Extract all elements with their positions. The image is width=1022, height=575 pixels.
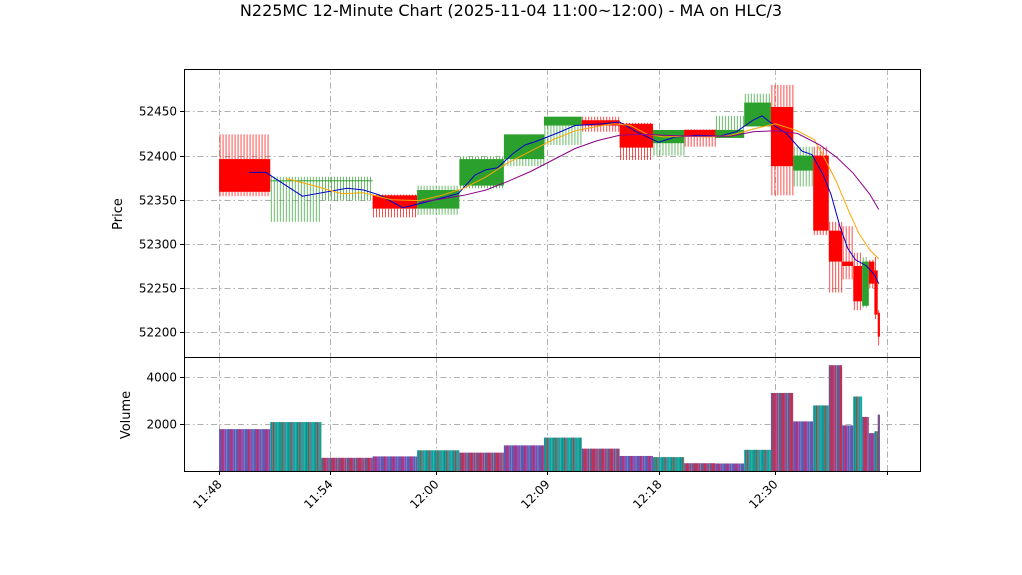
candle [543, 116, 582, 145]
volume-bar [652, 457, 685, 471]
moving-average-line [285, 123, 880, 260]
volume-bar [503, 445, 544, 471]
price-y-ticks: 52200 52250 52300 52350 52400 52450 [139, 105, 184, 340]
volume-bar [842, 425, 854, 471]
volume-bar [874, 431, 878, 471]
candle [219, 134, 271, 197]
volume-bar-fill [828, 365, 843, 471]
x-tick-label: 12:18 [630, 477, 664, 511]
volume-bar-fill [684, 463, 716, 471]
candle [868, 259, 875, 289]
volume-bar-fill [652, 457, 685, 471]
volume-bar-fill [459, 452, 504, 471]
candle [813, 146, 829, 236]
volume-bar [459, 452, 504, 471]
volume-bar [813, 405, 829, 471]
volume-y-tick-label: 2000 [146, 418, 177, 432]
volume-bar [793, 421, 814, 471]
volume-panel-frame [184, 357, 921, 472]
price-panel: 52200 52250 52300 52350 52400 52450 Price [111, 69, 921, 358]
volume-bar [372, 456, 418, 471]
candle [417, 185, 460, 215]
volume-bar [417, 450, 460, 471]
volume-bar-fill [853, 396, 863, 471]
price-candles [219, 84, 880, 346]
candle-body [862, 261, 869, 306]
candle [793, 146, 814, 187]
volume-bar [581, 448, 620, 471]
candle [770, 84, 794, 196]
moving-average-line [419, 130, 880, 210]
candle [842, 226, 854, 280]
candle-body [868, 261, 875, 284]
candle-body [321, 180, 373, 182]
volume-bar [877, 414, 880, 471]
volume-y-ticks: 2000 4000 [146, 371, 184, 432]
price-y-tick-label: 52400 [139, 150, 177, 164]
price-grid [184, 69, 920, 357]
candle-body [219, 159, 271, 192]
moving-average-lines [249, 115, 880, 284]
x-tick-label: 12:09 [518, 477, 552, 511]
candle-body [874, 270, 878, 315]
candle [652, 129, 685, 156]
volume-bars [219, 365, 880, 471]
candle [828, 221, 843, 293]
x-axis-ticks: 11:48 11:54 12:00 12:09 12:18 12:30 [190, 471, 888, 512]
candle-body [770, 106, 794, 167]
volume-bar [770, 392, 794, 471]
volume-panel: 2000 4000 Volume [119, 357, 921, 472]
volume-bar-fill [744, 449, 771, 471]
volume-bar [715, 463, 745, 471]
volume-axis-label: Volume [119, 391, 134, 439]
moving-average-line [249, 115, 880, 284]
volume-bar-fill [503, 445, 544, 471]
volume-bar-fill [868, 433, 875, 471]
volume-y-tick-label: 4000 [146, 371, 177, 385]
candle [744, 93, 771, 127]
volume-bar [219, 429, 271, 471]
price-y-tick-label: 52450 [139, 105, 177, 119]
volume-bar-fill [372, 456, 418, 471]
volume-bar [684, 463, 716, 471]
x-tick-label: 11:54 [301, 477, 335, 511]
price-y-tick-label: 52250 [139, 282, 177, 296]
volume-bar [853, 396, 863, 471]
price-axis-label: Price [111, 198, 126, 230]
price-y-tick-label: 52350 [139, 194, 177, 208]
volume-bar [543, 437, 582, 471]
candle [874, 257, 878, 320]
candle [270, 176, 322, 222]
candle-body [842, 261, 854, 267]
volume-bar [828, 365, 843, 471]
candle [619, 122, 653, 160]
candle-body [619, 123, 653, 148]
x-tick-label: 11:48 [190, 477, 224, 511]
x-tick-label: 12:00 [407, 477, 441, 511]
candle [877, 310, 880, 346]
candle-body [853, 266, 863, 302]
volume-bar [862, 416, 869, 471]
volume-bar-fill [874, 431, 878, 471]
volume-bar [270, 422, 322, 471]
candle [684, 129, 716, 147]
candle [862, 257, 869, 308]
volume-bar [868, 433, 875, 471]
candle-body [684, 129, 716, 137]
chart-title: N225MC 12-Minute Chart (2025-11-04 11:00… [240, 1, 782, 20]
price-y-tick-label: 52300 [139, 238, 177, 252]
volume-bar [321, 457, 373, 471]
price-y-tick-label: 52200 [139, 326, 177, 340]
volume-bar [619, 455, 653, 471]
volume-bar [744, 449, 771, 471]
x-tick-label: 12:30 [746, 477, 780, 511]
